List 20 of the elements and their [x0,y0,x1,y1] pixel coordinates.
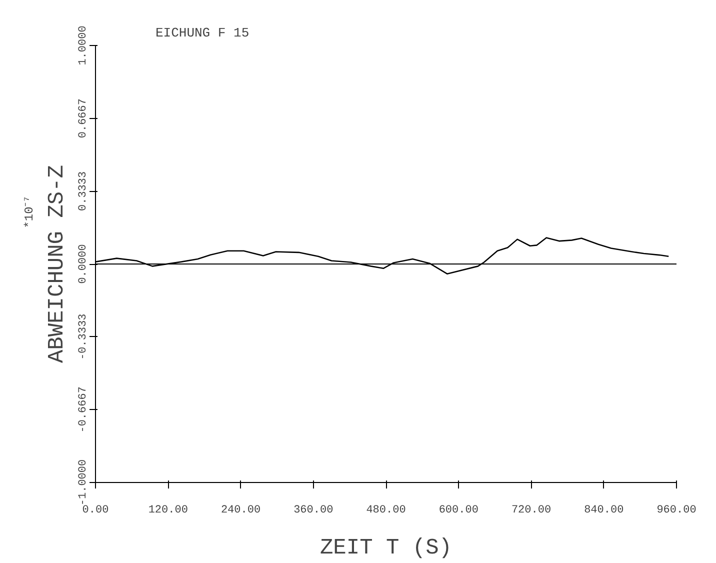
x-tick-label: 840.00 [584,504,624,516]
x-tick-label: 600.00 [438,504,478,516]
x-tick-label: 240.00 [220,504,261,516]
y-tick-label: 0.6667 [78,98,90,138]
x-tick-label: 0.00 [82,504,109,516]
x-tick-label: 720.00 [511,504,552,516]
x-tick-label: 360.00 [294,504,334,516]
y-tick-label: -0.3333 [78,314,90,360]
x-tick-label: 480.00 [366,504,406,516]
y-tick-label: 0.0000 [78,244,90,284]
x-tick-label: 960.00 [656,504,696,516]
y-tick-label: -1.0000 [78,459,90,506]
x-axis-title: ZEIT T (S) [320,536,452,560]
y-tick-label: 1.0000 [78,26,90,66]
y-axis-title: ABWEICHUNG ZS-Z [44,164,70,364]
text: *10⁻⁷ [22,195,36,228]
y-tick-label: 0.3333 [78,171,90,211]
chart-title: EICHUNG F 15 [156,26,250,40]
y-tick-label: -0.6667 [78,386,90,433]
x-tick-label: 120.00 [148,504,188,516]
